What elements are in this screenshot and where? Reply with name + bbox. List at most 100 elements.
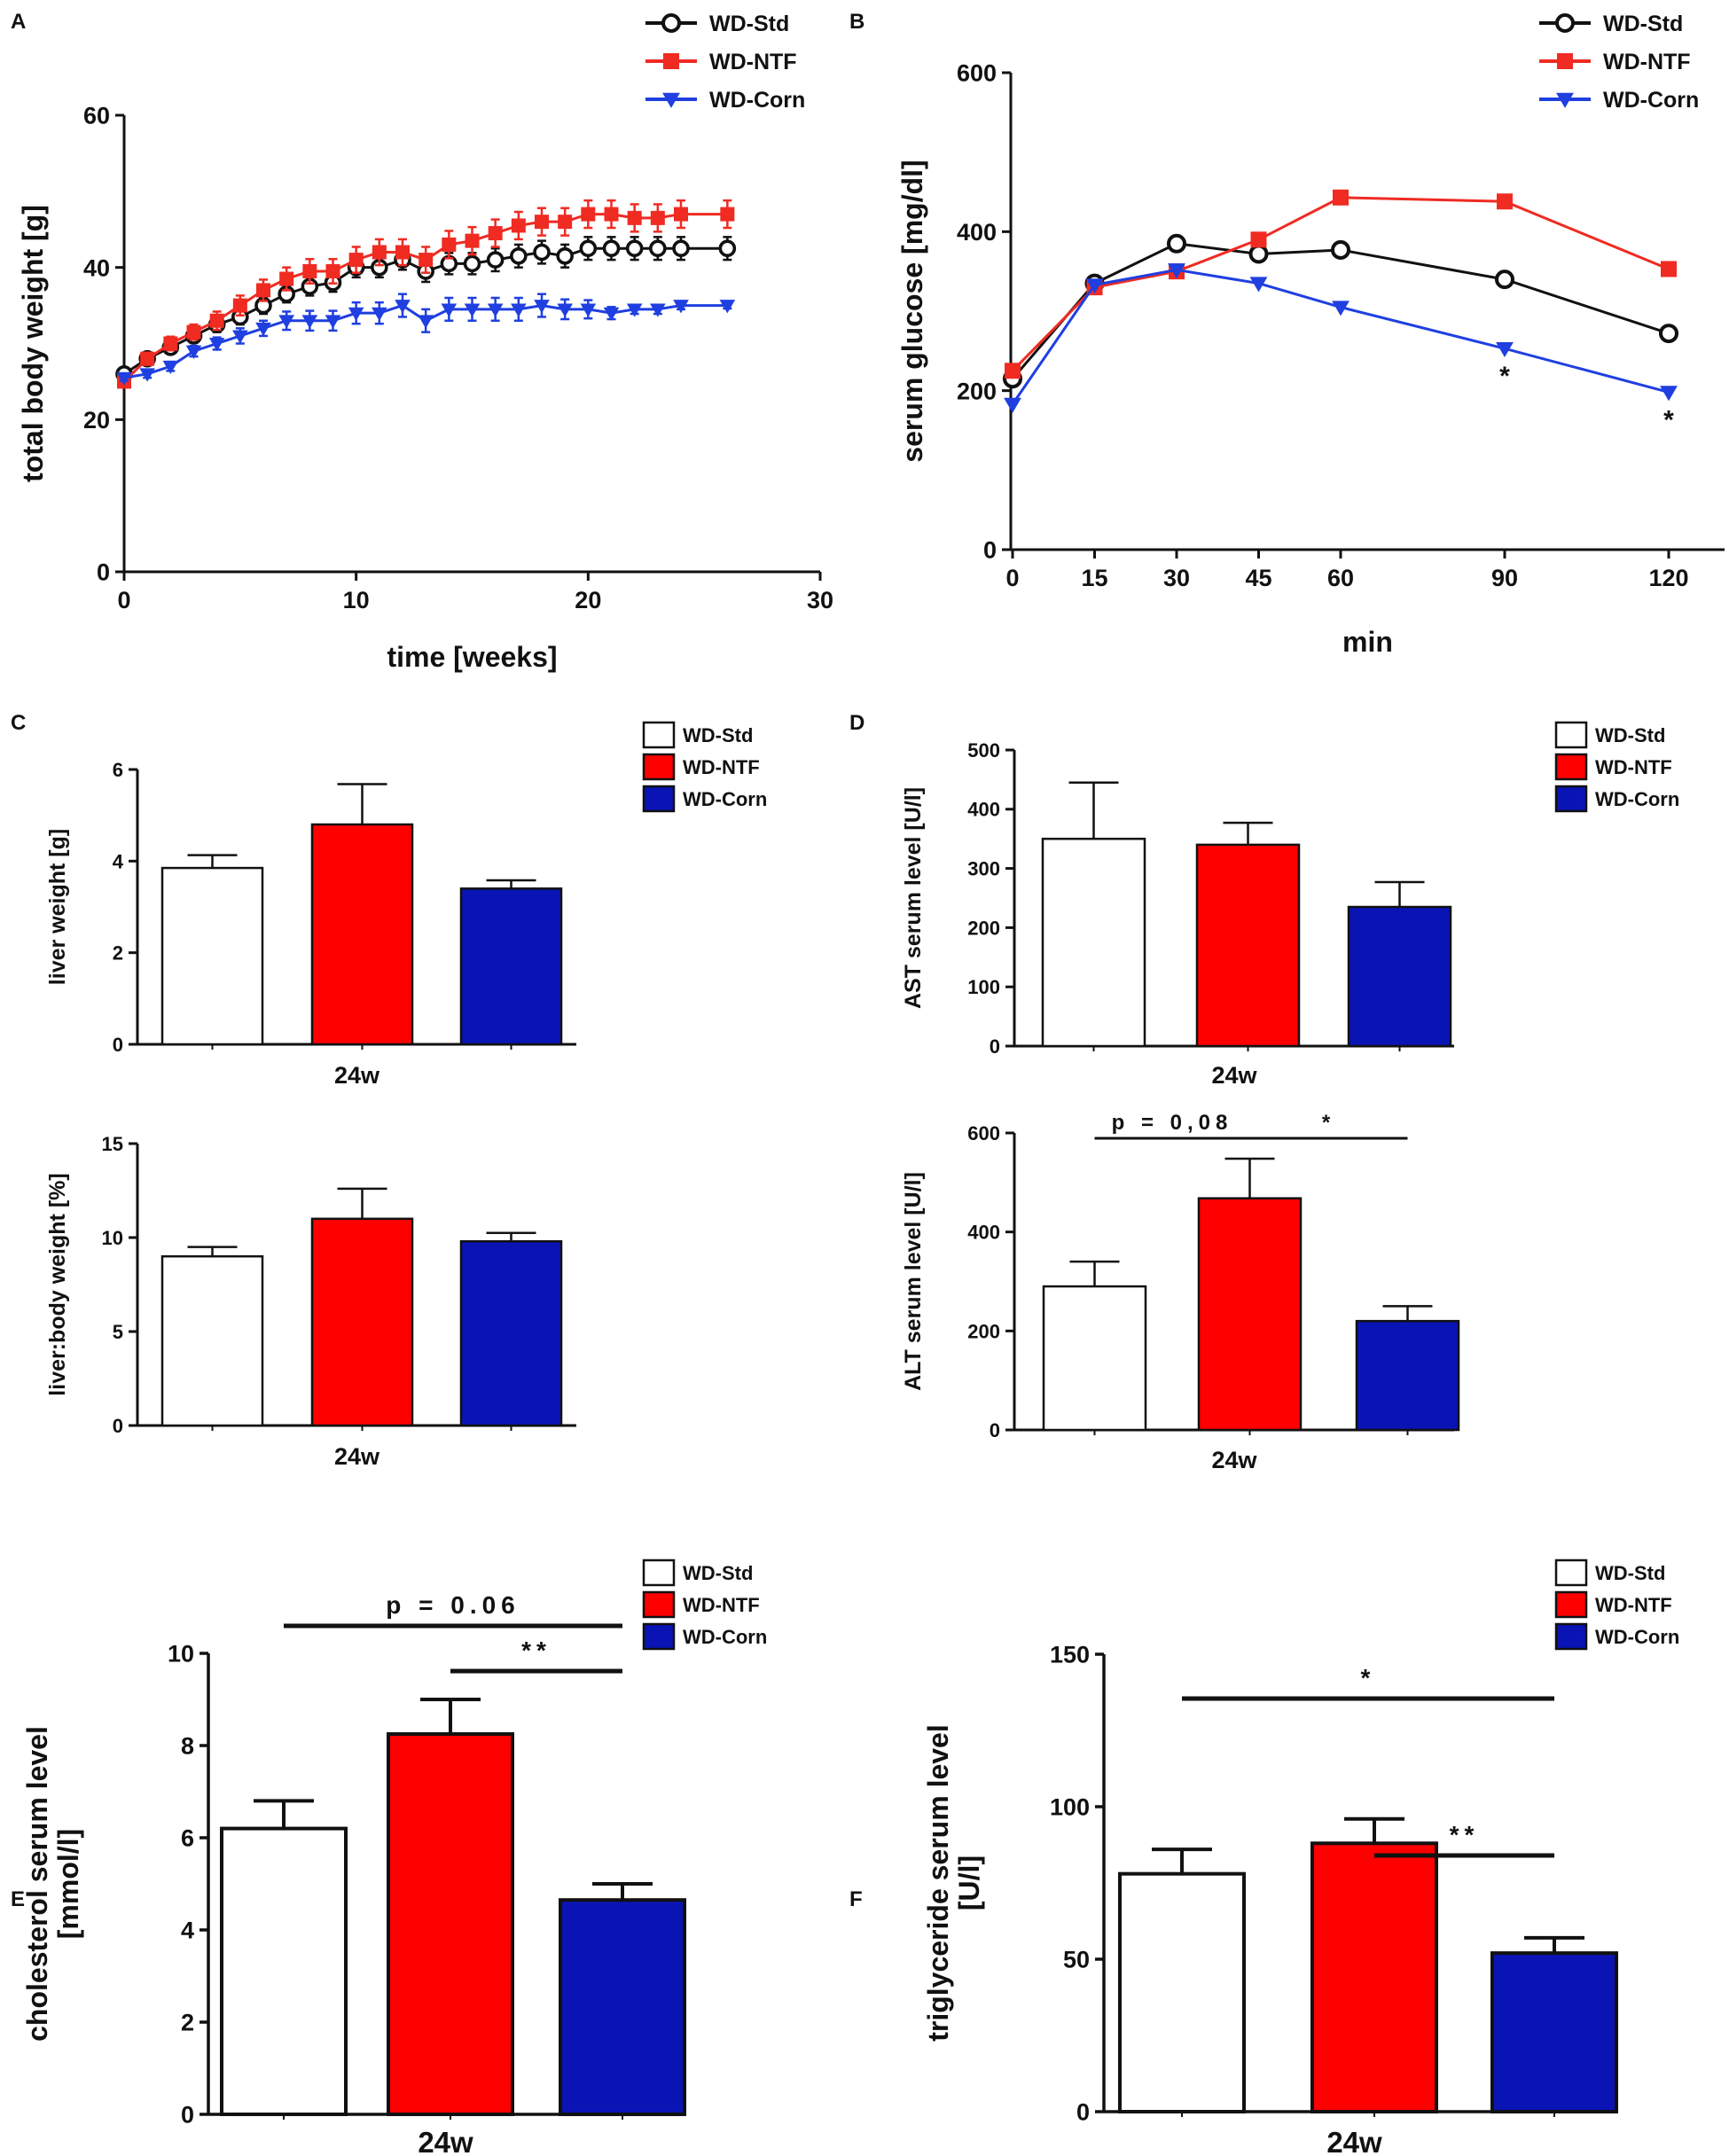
bar-wd-corn: [459, 1239, 563, 1427]
y-tick-label: 200: [957, 378, 997, 404]
panel-d-alt: 0 200 400 600 24w ALT serum level [U/l] p = 0,…: [901, 1111, 1460, 1473]
legend-marker-wd-std: [1554, 12, 1576, 34]
data-point-wd-ntf: [1250, 231, 1267, 248]
data-point-wd-corn: [208, 338, 225, 352]
legend-label-wd-std: WD-Std: [683, 1562, 753, 1584]
y-tick-label: 10: [102, 1227, 123, 1249]
x-tick-label: 45: [1245, 565, 1271, 591]
data-point-wd-ntf: [395, 245, 410, 260]
y-axis-label: triglyceride serum level: [922, 1724, 954, 2042]
data-point-wd-ntf: [232, 298, 247, 313]
data-point-wd-std: [1658, 324, 1679, 344]
x-axis-label: time [weeks]: [387, 641, 557, 673]
y-tick-label: 0: [983, 537, 997, 564]
y-tick-label: 60: [83, 103, 110, 129]
y-tick-label: 5: [113, 1321, 123, 1343]
legend-label-wd-corn: WD-Corn: [1595, 788, 1679, 810]
data-point-wd-ntf: [558, 215, 573, 230]
data-point-wd-corn: [1168, 263, 1185, 279]
data-point-wd-std: [625, 239, 644, 258]
legend-label-wd-ntf: WD-NTF: [1595, 1594, 1672, 1616]
data-point-wd-ntf: [1005, 363, 1021, 379]
data-point-wd-corn: [278, 315, 294, 329]
bar-wd-std: [1041, 837, 1146, 1048]
x-tick-label: 120: [1648, 565, 1688, 591]
y-axis-label-unit: [mmol/l]: [52, 1829, 84, 1939]
data-point-wd-ntf: [348, 253, 364, 268]
data-point-wd-std: [1330, 239, 1351, 260]
panel-e-cholesterol: 0 2 4 6 8 10 24w cholesterol serum level [mmol/l…: [11, 1558, 767, 2156]
panel-d-ast: 0 100 200 300 400 500 24w AST serum level [U/l]…: [849, 711, 1679, 1089]
data-point-wd-ntf: [535, 215, 549, 230]
x-axis-label: min: [1342, 626, 1393, 658]
y-tick-label: 400: [967, 799, 1000, 821]
data-point-wd-std: [556, 246, 574, 265]
x-tick-label: 20: [575, 587, 601, 613]
data-point-wd-corn: [185, 345, 202, 359]
data-point-wd-ntf: [1661, 261, 1677, 277]
data-point-wd-corn: [116, 371, 132, 386]
data-point-wd-std: [672, 239, 690, 258]
legend-marker-wd-ntf: [663, 53, 679, 69]
y-tick-label: 6: [181, 1825, 194, 1852]
panel-f-triglyceride: 0 50 100 150 24w triglyceride serum level [U/l…: [849, 1558, 1679, 2156]
data-point-wd-corn: [719, 300, 736, 314]
data-point-wd-std: [1248, 244, 1269, 264]
legend-swatch-wd-std: [642, 721, 676, 749]
x-axis-label: 24w: [1211, 1062, 1257, 1089]
legend-label-wd-ntf: WD-NTF: [1603, 50, 1691, 74]
y-axis-label: liver weight [g]: [45, 829, 70, 985]
legend-marker-wd-std: [661, 12, 682, 34]
data-point-wd-ntf: [325, 263, 340, 278]
data-point-wd-corn: [673, 300, 689, 314]
y-axis-label: total body weight [g]: [17, 205, 49, 482]
y-axis-label: liver:body weight [%]: [45, 1173, 70, 1395]
y-axis-label: cholesterol serum level: [21, 1726, 53, 2042]
x-axis-label: 24w: [334, 1062, 380, 1089]
y-tick-label: 0: [1076, 2099, 1090, 2126]
legend-swatch-wd-ntf: [642, 753, 676, 781]
y-tick-label: 400: [967, 1222, 1000, 1244]
y-tick-label: 8: [181, 1733, 194, 1760]
y-tick-label: 100: [967, 976, 1000, 998]
data-point-wd-ntf: [209, 313, 224, 328]
legend-swatch-wd-ntf: [1554, 753, 1588, 781]
data-point-wd-ntf: [140, 351, 155, 366]
significance-label: *: [1361, 1664, 1376, 1691]
data-point-wd-corn: [511, 303, 527, 317]
y-tick-label: 200: [967, 917, 1000, 939]
x-tick-label: 60: [1327, 565, 1354, 591]
data-point-wd-std: [602, 239, 621, 258]
y-tick-label: 300: [967, 858, 1000, 880]
significance-label: **: [521, 1637, 552, 1664]
panel-c-liver-weight: 0 2 4 6 24w liver weight [g] WD-Std WD-NTF WD-Co…: [11, 711, 767, 1089]
data-point-wd-std: [463, 254, 481, 273]
y-tick-label: 600: [967, 1122, 1000, 1144]
x-tick-label: 10: [343, 587, 370, 613]
data-point-wd-corn: [580, 303, 597, 317]
y-axis-label: serum glucose [mg/dl]: [896, 160, 928, 462]
legend-swatch-wd-std: [1554, 1558, 1588, 1587]
panel-label: D: [849, 711, 864, 735]
legend-label-wd-corn: WD-Corn: [683, 788, 767, 810]
panel-b: 0 200 400 600 0 15 30 45 60 90 120 min serum glucose…: [849, 10, 1725, 658]
bar-wd-ntf: [1310, 1841, 1438, 2114]
x-tick-label: 0: [117, 587, 130, 613]
bar-wd-ntf: [387, 1732, 514, 2116]
legend-marker-wd-corn: [1556, 92, 1574, 108]
legend-swatch-wd-ntf: [1554, 1590, 1588, 1619]
data-point-wd-std: [1494, 270, 1515, 290]
bar-wd-std: [1118, 1871, 1246, 2113]
data-point-wd-std: [533, 243, 551, 262]
data-point-wd-corn: [325, 315, 341, 329]
y-tick-label: 15: [102, 1133, 123, 1155]
x-tick-label: 30: [1163, 565, 1190, 591]
data-point-wd-corn: [1085, 278, 1104, 294]
x-axis-label: 24w: [334, 1443, 380, 1470]
data-point-wd-corn: [1660, 386, 1678, 402]
legend-label-wd-std: WD-Std: [1595, 724, 1665, 746]
data-point-wd-corn: [1332, 301, 1350, 316]
data-point-wd-corn: [650, 303, 666, 317]
legend-swatch-wd-std: [1554, 721, 1588, 749]
legend-swatch-wd-ntf: [642, 1590, 676, 1619]
